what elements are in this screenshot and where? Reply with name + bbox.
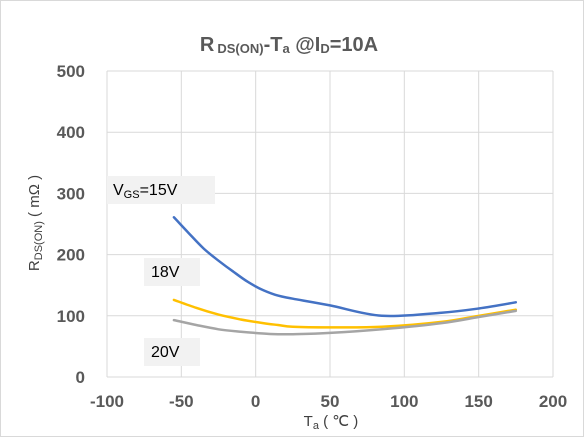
label-18v: 18V: [151, 264, 180, 281]
label-20v: 20V: [151, 344, 180, 361]
label-box-20v: [144, 338, 200, 366]
y-axis-title: RDS(ON) ( mΩ ): [26, 175, 45, 271]
series-line-0: [172, 216, 518, 318]
chart-title: R DS(ON)-Ta @ID=10A: [200, 34, 378, 56]
y-tick-label: 400: [57, 123, 85, 142]
label-box-18v: [144, 258, 200, 286]
series-line-2: [172, 309, 518, 336]
x-tick-label: 200: [539, 392, 567, 411]
grid: [106, 70, 554, 378]
x-tick-label: 150: [464, 392, 492, 411]
y-tick-label: 200: [57, 246, 85, 265]
label-box-15v: [107, 176, 215, 204]
x-tick-label: 0: [251, 392, 260, 411]
x-tick-label: 50: [321, 392, 340, 411]
x-tick-label: -100: [90, 392, 124, 411]
y-tick-label: 100: [57, 307, 85, 326]
y-axis-ticks: 0 100 200 300 400 500: [57, 62, 85, 387]
series-lines: [172, 216, 518, 336]
x-axis-title: Ta ( ℃ ): [304, 413, 359, 432]
y-tick-label: 500: [57, 62, 85, 81]
label-vgs-15v: VGS=15V: [113, 182, 178, 201]
y-tick-label: 0: [76, 368, 85, 387]
series-line-1: [172, 298, 518, 329]
x-axis-ticks: -100 -50 0 50 100 150 200: [90, 392, 567, 411]
x-tick-label: 100: [390, 392, 418, 411]
y-tick-label: 300: [57, 184, 85, 203]
x-tick-label: -50: [169, 392, 194, 411]
